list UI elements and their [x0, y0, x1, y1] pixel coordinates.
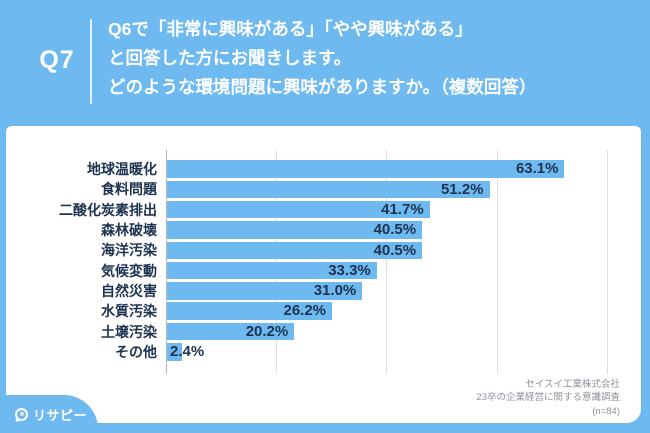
bar-track: 33.3% [166, 261, 629, 280]
bar: 31.0% [167, 282, 363, 300]
question-header: Q7 Q6で「非常に興味がある」「やや興味がある」 と回答した方にお聞きします。… [0, 0, 650, 126]
source-line-1: セイスイ工業株式会社 [525, 378, 620, 390]
source-note: セイスイ工業株式会社 23卒の企業経営に関する意識調査 (n=84) [476, 378, 620, 419]
bar-track: 40.5% [166, 241, 629, 260]
chart-row: 地球温暖化 63.1% [14, 159, 629, 179]
value-label: 40.5% [373, 241, 417, 259]
question-number: Q7 [39, 46, 75, 74]
value-label: 40.5% [373, 221, 417, 239]
gridline [386, 150, 388, 374]
chart-axis-line [166, 150, 167, 374]
bar-track: 26.2% [166, 302, 629, 320]
chart-row: 海洋汚染 40.5% [14, 240, 629, 260]
category-label: 気候変動 [101, 262, 157, 279]
brand-logo-tab: リサピー [0, 395, 98, 433]
question-text: Q6で「非常に興味がある」「やや興味がある」 と回答した方にお聞きします。 どの… [108, 15, 536, 102]
chart-rows: 地球温暖化 63.1% 食料問題 51.2% 二酸化炭素排出 41.7% 森林破壊 40.5%… [14, 159, 629, 362]
bar: 26.2% [167, 302, 333, 320]
bar-track: 2.4% [166, 343, 629, 361]
value-label: 51.2% [440, 180, 484, 198]
category-label: 水質汚染 [101, 303, 157, 320]
value-label: 2.4% [170, 343, 205, 361]
brand-logo-text: リサピー [33, 407, 88, 423]
bar-track: 31.0% [166, 282, 629, 300]
bar: 2.4% [167, 343, 204, 361]
bar: 40.5% [167, 221, 423, 239]
chart-row: 森林破壊 40.5% [14, 220, 629, 240]
bar-track: 40.5% [166, 221, 629, 239]
chart-row: 二酸化炭素排出 41.7% [14, 200, 629, 220]
category-label: 海洋汚染 [101, 242, 157, 259]
bar: 20.2% [167, 322, 295, 341]
bar: 51.2% [167, 180, 490, 199]
chart-panel: 地球温暖化 63.1% 食料問題 51.2% 二酸化炭素排出 41.7% 森林破壊 40.5%… [6, 126, 641, 423]
value-label: 63.1% [515, 160, 559, 178]
gridline [606, 150, 608, 374]
bar-track: 51.2% [166, 180, 629, 199]
chart-row: 自然災害 31.0% [14, 281, 629, 301]
bar: 63.1% [167, 160, 565, 178]
category-label: 食料問題 [101, 181, 157, 198]
source-line-2: 23卒の企業経営に関する意識調査 [476, 392, 620, 403]
question-line-2: と回答した方にお聞きします。 [108, 48, 352, 68]
question-line-3: どのような環境問題に興味がありますか。（複数回答） [108, 77, 537, 97]
category-label: 自然災害 [101, 282, 157, 299]
chart-row: 土壌汚染 20.2% [14, 321, 629, 341]
bar: 40.5% [167, 241, 423, 260]
category-label: その他 [115, 343, 157, 360]
category-label: 地球温暖化 [87, 161, 157, 178]
value-label: 31.0% [313, 282, 357, 300]
value-label: 41.7% [381, 200, 424, 218]
gridline [496, 150, 498, 374]
bar-track: 41.7% [166, 200, 629, 219]
question-line-1: Q6で「非常に興味がある」「やや興味がある」 [108, 19, 473, 39]
bar-track: 63.1% [166, 160, 629, 178]
chart-row: 気候変動 33.3% [14, 260, 629, 280]
magnifier-pin-icon [15, 407, 28, 423]
header-divider [90, 19, 92, 104]
source-line-3: (n=84) [592, 405, 620, 417]
category-label: 森林破壊 [101, 222, 157, 239]
chart-row: 水質汚染 26.2% [14, 301, 629, 321]
category-label: 土壌汚染 [101, 323, 157, 340]
value-label: 26.2% [283, 302, 327, 320]
bar: 33.3% [167, 261, 377, 280]
bar-track: 20.2% [166, 322, 629, 341]
bar: 41.7% [167, 200, 430, 219]
value-label: 33.3% [328, 261, 371, 279]
value-label: 20.2% [245, 322, 289, 340]
chart-row: 食料問題 51.2% [14, 179, 629, 199]
chart-row: その他 2.4% [14, 342, 629, 362]
category-label: 二酸化炭素排出 [59, 201, 157, 218]
